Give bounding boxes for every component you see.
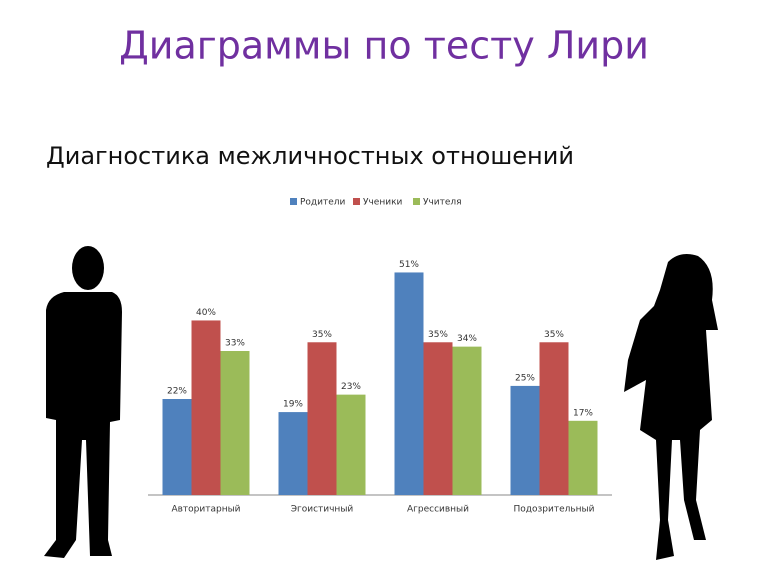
legend-label: Родители: [300, 198, 346, 208]
x-tick-label: Подозрительный: [513, 505, 594, 515]
x-tick-label: Агрессивный: [407, 505, 469, 515]
bar: [510, 385, 540, 495]
bar: [307, 342, 337, 495]
bar: [452, 346, 482, 495]
bar: [568, 420, 598, 495]
data-label: 40%: [196, 308, 216, 318]
data-label: 19%: [283, 400, 303, 410]
bar: [423, 342, 453, 495]
data-label: 25%: [515, 373, 535, 383]
slide-subtitle: Диагностика межличностных отношений: [46, 142, 574, 170]
data-label: 35%: [312, 330, 332, 340]
bar: [336, 394, 366, 495]
bar: [278, 412, 308, 495]
woman-silhouette: [624, 254, 718, 560]
legend-label: Учителя: [423, 198, 462, 208]
bar: [394, 272, 424, 495]
data-label: 22%: [167, 387, 187, 397]
legend-swatch: [290, 198, 297, 205]
slide-title: Диаграммы по тесту Лири: [119, 24, 649, 68]
data-label: 51%: [399, 260, 419, 270]
data-label: 34%: [457, 334, 477, 344]
legend-swatch: [413, 198, 420, 205]
bar: [162, 399, 192, 495]
bar: [191, 320, 221, 495]
legend-swatch: [353, 198, 360, 205]
legend-label: Ученики: [363, 198, 403, 208]
bar: [220, 351, 250, 495]
data-label: 35%: [544, 330, 564, 340]
bar: [539, 342, 569, 495]
data-label: 23%: [341, 382, 361, 392]
data-label: 35%: [428, 330, 448, 340]
data-label: 33%: [225, 339, 245, 349]
data-label: 17%: [573, 408, 593, 418]
x-tick-label: Эгоистичный: [291, 505, 354, 515]
man-silhouette: [44, 246, 122, 558]
x-tick-label: Авторитарный: [171, 505, 240, 515]
